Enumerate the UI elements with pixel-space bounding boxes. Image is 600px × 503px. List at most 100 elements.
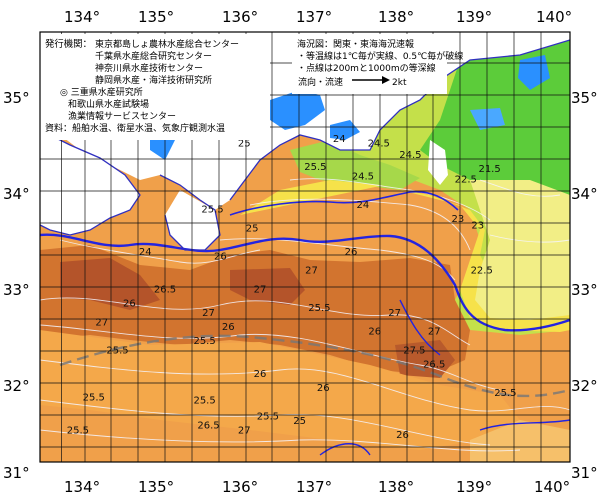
isotherm-label: 26 <box>214 252 227 263</box>
isotherm-label: 25.5 <box>257 411 279 422</box>
publisher-line: ◎ 三重県水産研究所 <box>60 86 143 98</box>
lon-label: 140° <box>536 8 572 26</box>
isotherm-label: 25 <box>238 139 251 150</box>
map-note: ・等温線は1℃毎が実線、0.5℃毎が破線 <box>297 50 463 62</box>
isotherm-label: 24.5 <box>399 150 421 161</box>
isotherm-label: 25.5 <box>83 393 105 404</box>
lon-label: 135° <box>138 8 174 26</box>
isotherm-label: 27.5 <box>403 346 425 357</box>
map-info-panel: 海況図：関東・東海海況速報 ・等温線は1℃毎が実線、0.5℃毎が破線 ・点線は2… <box>292 34 463 94</box>
isotherm-label: 27 <box>305 266 318 277</box>
kii-peninsula <box>165 190 220 250</box>
warm-core-deep <box>230 268 305 305</box>
isotherm-line <box>479 179 561 197</box>
isotherm-label: 27 <box>254 284 267 295</box>
publisher-line: 神奈川県水産技術センター <box>95 62 203 74</box>
isotherm-line <box>40 297 471 346</box>
latitude-labels-left: 35° 34° 33° 32° 31° <box>3 89 30 482</box>
isotherm-label: 22.5 <box>455 174 477 185</box>
isotherm-label: 25.5 <box>494 388 516 399</box>
lon-label: 135° <box>138 478 174 496</box>
isotherm-label: 21.5 <box>478 164 500 175</box>
isotherm-label: 26 <box>396 430 409 441</box>
publisher-panel-bg <box>40 34 270 140</box>
isotherm-labels: 2525.524.52424.524.5242322.521.52322.525… <box>67 134 517 441</box>
isotherm-line <box>289 178 491 221</box>
sagami-bay <box>470 108 505 130</box>
isotherm-label: 25.5 <box>193 395 215 406</box>
longitude-labels-top: 134° 135° 136° 137° 138° 139° 140° <box>64 8 572 26</box>
isotherm-label: 25 <box>293 416 306 427</box>
latitude-labels-right: 35° 34° 33° 32° 31° <box>571 89 598 482</box>
isotherm-label: 23 <box>452 214 465 225</box>
isotherm-label: 26 <box>222 322 235 333</box>
lon-label: 139° <box>456 478 492 496</box>
lat-label: 35° <box>3 89 30 107</box>
lat-label: 32° <box>3 377 30 395</box>
isotherm-label: 26.5 <box>154 284 176 295</box>
shikoku-land <box>40 130 140 235</box>
tokyo-bay <box>518 55 550 90</box>
warm-core-deep <box>395 340 455 378</box>
isotherm-label: 25.5 <box>304 162 326 173</box>
publisher-heading: 発行機関： <box>45 38 92 50</box>
current-line <box>479 419 570 431</box>
lon-label: 134° <box>64 478 100 496</box>
warm-core-region <box>40 245 470 375</box>
publisher-line: 漁業情報サービスセンター <box>68 110 176 122</box>
current-arrow-icon <box>352 76 390 84</box>
current-legend-unit: 2kt <box>392 78 407 88</box>
current-line <box>319 443 371 456</box>
isotherm-dashed <box>59 334 570 398</box>
data-sources: 資料：船舶水温、衛星水温、気象庁観測水温 <box>45 122 225 134</box>
lat-label: 35° <box>571 89 598 107</box>
current-line <box>229 190 459 216</box>
sea-green-light <box>290 140 420 190</box>
isotherm-label: 25.5 <box>201 205 223 216</box>
lon-label: 137° <box>296 478 332 496</box>
map-frame: 2525.524.52424.524.5242322.521.52322.525… <box>40 32 570 462</box>
isotherm-label: 27 <box>238 425 251 436</box>
isotherm-label: 23 <box>471 221 484 232</box>
isotherm-label: 26.5 <box>197 421 219 432</box>
isotherm-lines <box>40 178 570 452</box>
lat-label: 33° <box>571 281 598 299</box>
current-legend-label: 流向・流速 <box>298 76 343 88</box>
isotherm-line <box>219 238 456 281</box>
publisher-line: 東京都島しょ農林水産総合センター <box>95 38 239 50</box>
isotherm-label: 27 <box>388 308 401 319</box>
lon-label: 138° <box>378 8 414 26</box>
isotherm-label: 24 <box>357 200 370 211</box>
coastline <box>40 129 141 236</box>
publisher-line: 和歌山県水産試験場 <box>68 98 149 110</box>
publisher-line: 静岡県水産・海洋技術研究所 <box>95 74 212 86</box>
isotherm-label: 26.5 <box>423 360 445 371</box>
isotherm-label: 25.5 <box>308 303 330 314</box>
isotherm-label: 27 <box>428 327 441 338</box>
map-border <box>39 31 571 463</box>
lat-label: 33° <box>3 281 30 299</box>
isotherm-label: 26 <box>123 299 136 310</box>
mikawa-bay <box>330 120 360 140</box>
map-note: ・点線は200mと1000mの等深線 <box>297 62 436 74</box>
kuroshio-current-line <box>40 233 570 332</box>
isotherm-label: 26 <box>254 369 267 380</box>
isotherm-label: 27 <box>202 308 215 319</box>
lon-label: 136° <box>222 8 258 26</box>
lon-label: 137° <box>296 8 332 26</box>
coastline <box>159 174 221 251</box>
map-info-panel-bg <box>292 34 447 94</box>
map-title: 海況図：関東・東海海況速報 <box>297 38 414 50</box>
isotherm-label: 25.5 <box>106 346 128 357</box>
isotherm-line <box>59 239 261 264</box>
lat-label: 31° <box>571 464 598 482</box>
isotherm-label: 25 <box>246 223 259 234</box>
isotherm-label: 26 <box>345 247 358 258</box>
isotherm-line <box>489 234 570 243</box>
isotherm-line <box>40 359 570 412</box>
lon-label: 140° <box>534 478 570 496</box>
isotherm-label: 27 <box>95 317 108 328</box>
sea-pale-southeast <box>470 420 570 462</box>
publisher-line: 千葉県水産総合研究センター <box>95 50 212 62</box>
